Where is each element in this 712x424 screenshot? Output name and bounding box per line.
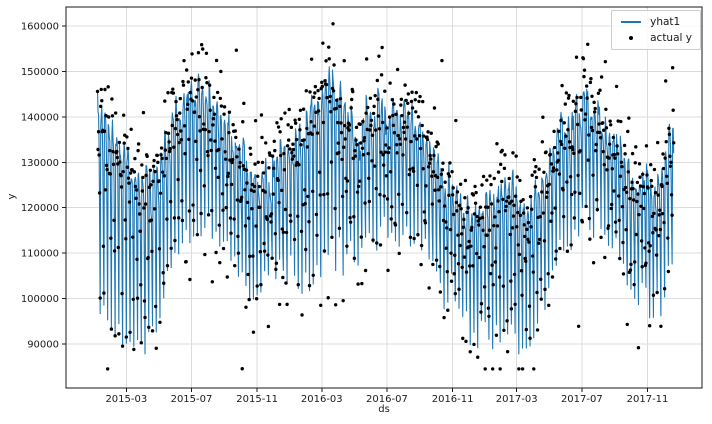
line-swatch-icon [618,21,644,23]
dot-swatch-icon [618,36,644,40]
x-tick-label: 2016-11 [432,394,474,405]
legend-entry-actual-y: actual y [618,30,692,46]
y-tick-label: 130000 [21,158,59,169]
yhat1-line [96,66,675,355]
x-tick-label: 2015-03 [105,394,147,405]
x-tick-label: 2016-07 [366,394,408,405]
legend-label-yhat1: yhat1 [650,16,681,28]
actual-y-points [95,22,676,371]
y-tick-label: 90000 [27,339,59,350]
x-tick-label: 2017-03 [496,394,538,405]
x-tick-label: 2015-11 [236,394,278,405]
y-tick-label: 110000 [21,249,59,260]
y-tick-label: 100000 [21,294,59,305]
y-axis-label: y [6,193,18,200]
legend: yhat1 actual y [611,10,701,50]
x-tick-label: 2016-03 [301,394,343,405]
y-tick-label: 140000 [21,112,59,123]
x-axis-label: ds [378,404,390,415]
tick-labels: 90000 100000 110000 120000 130000 140000 15000… [21,22,669,405]
y-tick-label: 120000 [21,203,59,214]
y-tick-label: 150000 [21,67,59,78]
y-tick-label: 160000 [21,22,59,33]
x-tick-label: 2017-07 [561,394,603,405]
legend-entry-yhat1: yhat1 [618,14,692,30]
plot-border [65,6,703,389]
x-tick-label: 2015-07 [171,394,213,405]
ticks [62,25,649,392]
x-tick-label: 2017-11 [627,394,669,405]
legend-label-actual-y: actual y [650,32,692,44]
